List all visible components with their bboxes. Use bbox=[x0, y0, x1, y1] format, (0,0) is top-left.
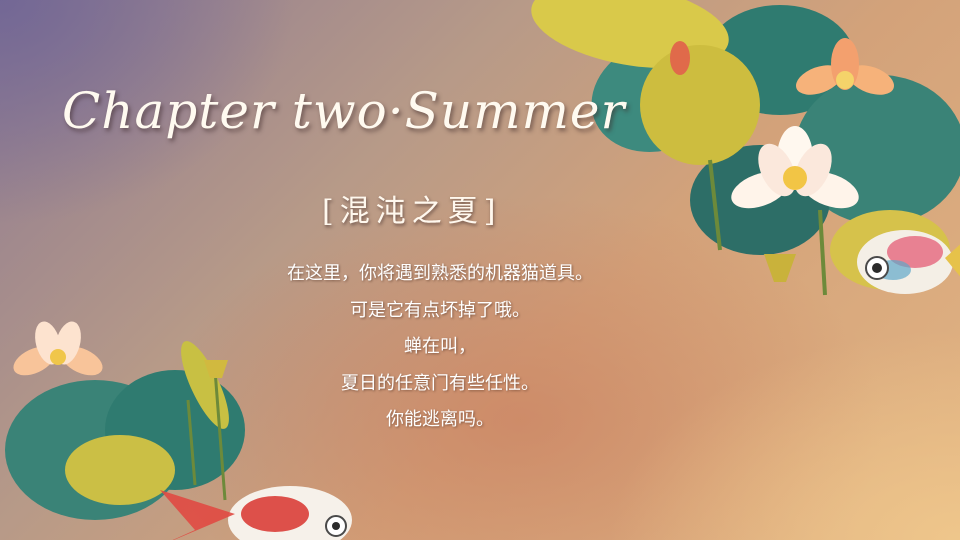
story-line: 蝉在叫， bbox=[404, 336, 476, 357]
lotus-leaf-yellow bbox=[65, 435, 175, 505]
goldfish-illustration bbox=[857, 230, 960, 294]
story-line: 夏日的任意门有些任性。 bbox=[341, 372, 539, 394]
lotus-stem bbox=[818, 209, 827, 296]
story-text-block: 在这里，你将遇到熟悉的机器猫道具。 可是它有点坏掉了哦。 蝉在叫， 夏日的任意门… bbox=[200, 256, 680, 439]
story-line: 可是它有点坏掉了哦。 bbox=[350, 299, 530, 321]
lotus-leaf-yellow bbox=[640, 45, 760, 165]
lotus-seed-pod bbox=[204, 360, 228, 378]
story-line: 你能逃离吗。 bbox=[386, 409, 494, 430]
lotus-stem bbox=[186, 399, 197, 486]
chapter-subtitle: [混沌之夏] bbox=[322, 194, 502, 229]
lotus-bud bbox=[670, 41, 690, 75]
lotus-flower-pink bbox=[796, 38, 894, 95]
lotus-flower-white bbox=[731, 126, 859, 209]
lotus-seed-pod bbox=[764, 254, 796, 282]
chapter-title: Chapter two·Summer bbox=[62, 82, 626, 140]
story-line: 在这里，你将遇到熟悉的机器猫道具。 bbox=[287, 263, 593, 284]
lotus-cluster-bottom-left-illustration bbox=[5, 321, 352, 540]
goldfish-illustration bbox=[160, 486, 352, 540]
lotus-stem bbox=[213, 369, 227, 501]
lotus-cluster-top-right-illustration bbox=[531, 0, 960, 296]
lotus-flower-pink bbox=[13, 321, 103, 376]
lotus-stem bbox=[708, 159, 722, 251]
